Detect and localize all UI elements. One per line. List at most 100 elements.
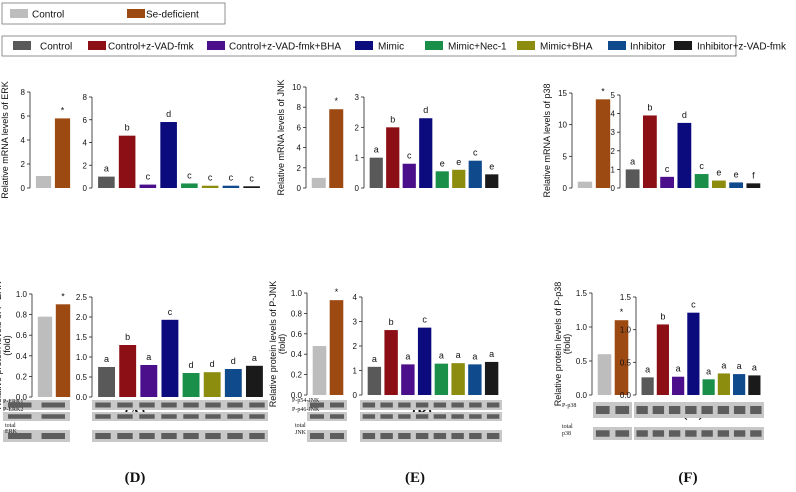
y-tick-label: 1 — [353, 367, 358, 376]
bar — [402, 163, 416, 188]
y-tick-label: 0 — [297, 184, 302, 193]
blot-strip — [3, 412, 70, 421]
blot-band — [469, 414, 482, 419]
significance-label: c — [422, 315, 427, 325]
blot-band — [398, 414, 411, 419]
significance-label: d — [423, 105, 428, 115]
bar — [468, 160, 482, 188]
significance-label: c — [168, 307, 173, 317]
significance-label: a — [405, 351, 410, 361]
blot-band — [668, 406, 681, 414]
y-tick-label: 0.0 — [291, 391, 303, 400]
y-tick-label: 0 — [353, 391, 358, 400]
significance-label: a — [721, 360, 726, 370]
blot-band — [249, 402, 265, 408]
significance-label: a — [252, 353, 257, 363]
blot-band — [95, 414, 111, 419]
blot-band — [161, 402, 177, 408]
blot-strip — [307, 412, 347, 421]
blot-band — [451, 433, 464, 439]
legend-swatch — [207, 41, 225, 50]
significance-label: a — [706, 366, 711, 376]
blot-band — [652, 430, 665, 437]
panel-label: (D) — [125, 470, 146, 486]
blot-band — [310, 402, 324, 408]
bar — [641, 377, 654, 395]
y-tick-label: 0.8 — [16, 311, 28, 320]
significance-label: a — [372, 354, 377, 364]
blot-label: ERK — [5, 429, 18, 435]
blot-band — [451, 414, 464, 419]
blot-band — [249, 414, 265, 419]
blot-label: P-ERK1 — [3, 399, 23, 405]
y-tick-label: 0 — [83, 184, 88, 193]
y-tick-label: 15 — [558, 89, 567, 98]
bar — [677, 122, 692, 188]
significance-label: a — [146, 352, 151, 362]
y-axis-label: Relative mRNA levels of JNK — [276, 79, 286, 195]
bar — [452, 169, 466, 188]
bar — [711, 180, 726, 188]
y-tick-label: 0.4 — [16, 352, 28, 361]
y-tick-label: 8 — [83, 93, 88, 102]
blot-strip — [360, 412, 502, 421]
y-tick-label: 0.4 — [291, 350, 303, 359]
significance-label: c — [691, 300, 696, 310]
legend-label: Mimic+BHA — [540, 42, 593, 53]
bar — [451, 363, 465, 395]
blot-band — [41, 414, 65, 419]
bar — [222, 185, 240, 188]
significance-label: a — [752, 362, 757, 372]
legend-label: Mimic+Nec-1 — [448, 42, 507, 53]
panel-label: (F) — [678, 470, 697, 486]
legend-swatch — [355, 41, 373, 50]
bar — [597, 354, 612, 395]
significance-label: a — [104, 164, 109, 174]
blot-band — [398, 433, 411, 439]
bar — [245, 365, 263, 397]
significance-label: e — [456, 157, 461, 167]
y-tick-label: 0.6 — [291, 330, 303, 339]
bar — [733, 374, 746, 395]
blot-band — [117, 414, 133, 419]
blot-band — [717, 430, 730, 437]
blot-strip — [360, 430, 502, 442]
blot-strip — [92, 430, 268, 442]
significance-label: a — [456, 350, 461, 360]
significance-label: c — [249, 173, 254, 183]
blot-band — [433, 402, 447, 408]
bar — [160, 122, 177, 188]
blot-label: total — [295, 423, 306, 429]
blot-band — [652, 406, 665, 414]
legend-swatch — [10, 9, 28, 18]
bar — [243, 186, 260, 188]
blot-band — [415, 433, 429, 439]
y-tick-label: 4 — [83, 139, 88, 148]
blot-band — [451, 402, 464, 408]
y-tick-label: 3 — [353, 318, 358, 327]
bar — [656, 324, 669, 395]
blot-label: total — [562, 424, 573, 430]
bar — [369, 157, 383, 188]
significance-label: a — [676, 364, 681, 374]
y-axis-label: Relative protein levels of P-p38 — [553, 282, 563, 407]
y-tick-label: 0 — [21, 184, 26, 193]
bar — [435, 171, 449, 188]
significance-label: c — [407, 151, 412, 161]
blot-band — [139, 433, 155, 439]
blot-band — [8, 402, 32, 408]
y-tick-label: 1.5 — [76, 333, 88, 342]
y-tick-label: 0.5 — [620, 358, 632, 367]
bar — [717, 373, 730, 395]
significance-label: e — [489, 161, 494, 171]
significance-label: a — [439, 351, 444, 361]
significance-label: d — [682, 110, 687, 120]
bar — [55, 304, 71, 397]
blot-strip — [92, 412, 268, 421]
bar — [434, 363, 449, 395]
blot-strip — [92, 400, 268, 410]
blot-band — [139, 402, 155, 408]
y-tick-label: 2 — [297, 164, 302, 173]
blot-label: total — [5, 423, 16, 429]
